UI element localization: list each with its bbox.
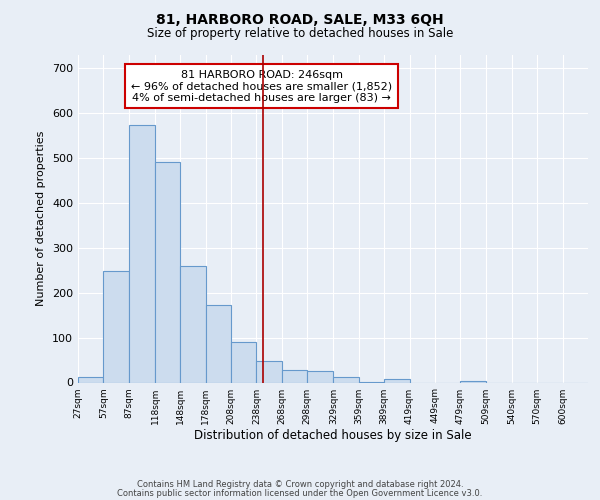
Bar xyxy=(181,266,206,382)
Bar xyxy=(231,342,256,382)
X-axis label: Distribution of detached houses by size in Sale: Distribution of detached houses by size … xyxy=(194,430,472,442)
Bar xyxy=(307,372,334,382)
Text: 81, HARBORO ROAD, SALE, M33 6QH: 81, HARBORO ROAD, SALE, M33 6QH xyxy=(156,12,444,26)
Text: 81 HARBORO ROAD: 246sqm
← 96% of detached houses are smaller (1,852)
4% of semi-: 81 HARBORO ROAD: 246sqm ← 96% of detache… xyxy=(131,70,392,103)
Bar xyxy=(155,162,181,382)
Bar xyxy=(256,361,282,382)
Bar xyxy=(282,370,307,382)
Bar xyxy=(206,306,231,382)
Text: Contains public sector information licensed under the Open Government Licence v3: Contains public sector information licen… xyxy=(118,488,482,498)
Bar xyxy=(460,380,485,382)
Bar xyxy=(129,124,155,382)
Text: Size of property relative to detached houses in Sale: Size of property relative to detached ho… xyxy=(147,28,453,40)
Text: Contains HM Land Registry data © Crown copyright and database right 2024.: Contains HM Land Registry data © Crown c… xyxy=(137,480,463,489)
Bar xyxy=(384,379,410,382)
Bar xyxy=(78,377,103,382)
Bar xyxy=(334,377,359,382)
Bar xyxy=(103,271,129,382)
Y-axis label: Number of detached properties: Number of detached properties xyxy=(37,131,46,306)
